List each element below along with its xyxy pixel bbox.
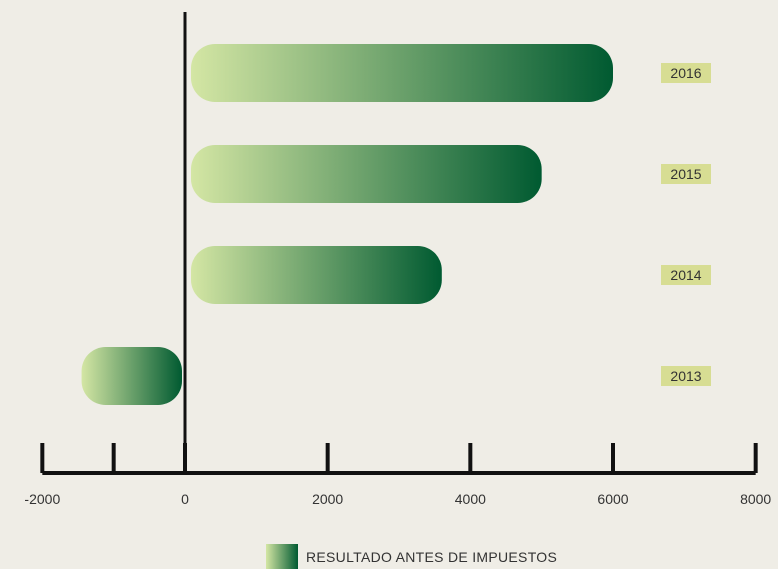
category-label-2013: 2013	[670, 368, 701, 384]
x-tick-label-8000: 8000	[740, 491, 771, 507]
category-label-bg-2015	[661, 164, 711, 184]
axes-group: -2000 0 2000 4000 6000 8000	[24, 12, 771, 507]
x-tick-label-2000: 2000	[312, 491, 343, 507]
category-label-bg-2016	[661, 63, 711, 83]
category-labels-group: 2016 2015 2014 2013	[661, 63, 711, 386]
bar-2015	[191, 145, 542, 203]
x-tick-label--2000: -2000	[24, 491, 60, 507]
x-tick-label-6000: 6000	[597, 491, 628, 507]
category-label-2014: 2014	[670, 267, 701, 283]
bar-2014	[191, 246, 442, 304]
category-label-2016: 2016	[670, 65, 701, 81]
bars-group	[81, 44, 613, 405]
legend: RESULTADO ANTES DE IMPUESTOS	[266, 544, 557, 569]
x-tick-label-0: 0	[181, 491, 189, 507]
x-tick-label-4000: 4000	[455, 491, 486, 507]
legend-swatch	[266, 544, 298, 569]
category-label-bg-2013	[661, 366, 711, 386]
bar-2016	[191, 44, 613, 102]
legend-label: RESULTADO ANTES DE IMPUESTOS	[306, 549, 557, 565]
bar-2013	[81, 347, 182, 405]
category-label-2015: 2015	[670, 166, 701, 182]
category-label-bg-2014	[661, 265, 711, 285]
